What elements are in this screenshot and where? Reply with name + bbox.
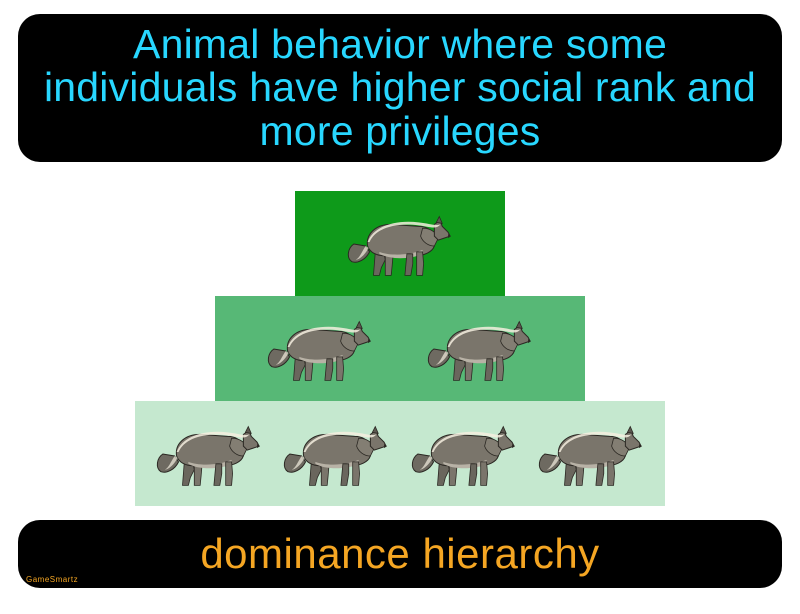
pyramid-tier-1 (295, 191, 505, 296)
pyramid-tier-3 (135, 401, 665, 506)
term-text: dominance hierarchy (200, 530, 599, 578)
wolf-icon (426, 310, 534, 388)
wolf-icon (282, 415, 390, 493)
definition-text: Animal behavior where some individuals h… (38, 23, 762, 152)
wolf-icon (537, 415, 645, 493)
definition-banner: Animal behavior where some individuals h… (18, 14, 782, 162)
wolf-icon (155, 415, 263, 493)
wolf-icon (346, 205, 454, 283)
hierarchy-pyramid (0, 176, 800, 506)
term-banner: dominance hierarchy GameSmartz (18, 520, 782, 588)
wolf-icon (266, 310, 374, 388)
wolf-icon (410, 415, 518, 493)
watermark-text: GameSmartz (26, 575, 78, 584)
pyramid-tier-2 (215, 296, 585, 401)
